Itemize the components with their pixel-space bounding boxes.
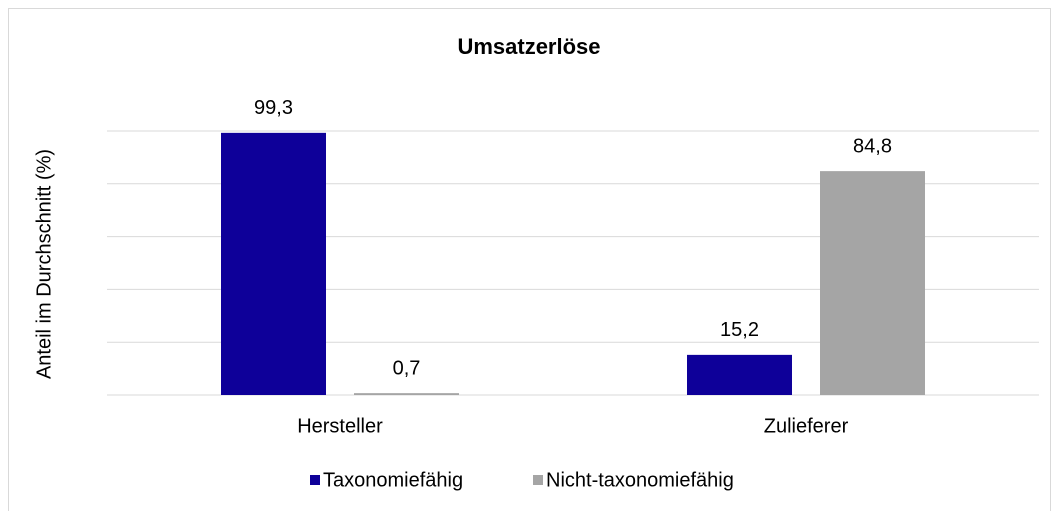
chart-title: Umsatzerlöse [457,34,600,59]
x-tick-label: Hersteller [297,415,383,437]
data-label: 99,3 [254,97,293,119]
legend-label: Nicht-taxonomiefähig [546,469,734,491]
bar [687,354,792,395]
data-label: 0,7 [393,357,421,379]
bar [221,132,326,395]
legend-label: Taxonomiefähig [323,469,463,491]
data-label: 84,8 [853,135,892,157]
x-tick-label: Zulieferer [764,415,849,437]
bar [820,171,925,395]
data-label: 15,2 [720,319,759,341]
legend-swatch [310,475,320,485]
legend-swatch [533,475,543,485]
y-axis-label: Anteil im Durchschnitt (%) [33,149,55,379]
bar [354,393,459,395]
